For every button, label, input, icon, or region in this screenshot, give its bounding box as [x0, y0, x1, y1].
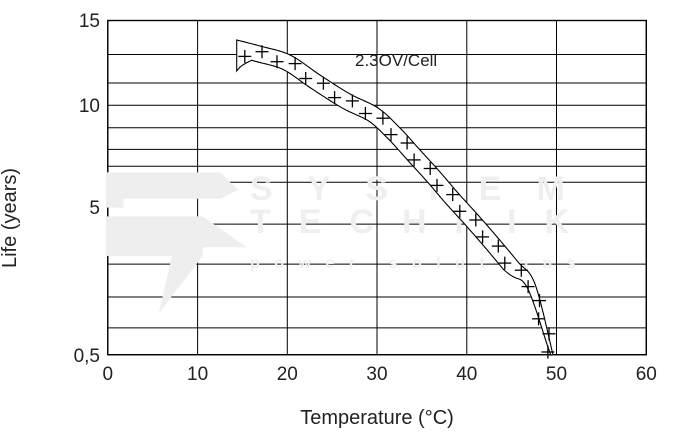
- svg-text:0,5: 0,5: [74, 346, 100, 367]
- svg-text:Temperature (°C): Temperature (°C): [300, 407, 454, 429]
- svg-text:10: 10: [187, 364, 208, 385]
- svg-text:2.3OV/Cell: 2.3OV/Cell: [355, 51, 437, 70]
- svg-text:5: 5: [89, 198, 100, 219]
- svg-text:40: 40: [456, 364, 477, 385]
- svg-text:0: 0: [103, 364, 114, 385]
- svg-text:power solutions: power solutions: [250, 255, 590, 272]
- svg-text:15: 15: [79, 11, 100, 32]
- svg-text:Life (years): Life (years): [0, 168, 21, 268]
- svg-text:TECHNIK: TECHNIK: [250, 203, 597, 241]
- svg-text:50: 50: [546, 364, 567, 385]
- svg-text:10: 10: [79, 96, 100, 117]
- svg-text:20: 20: [277, 364, 298, 385]
- svg-text:30: 30: [366, 364, 387, 385]
- svg-text:60: 60: [636, 364, 657, 385]
